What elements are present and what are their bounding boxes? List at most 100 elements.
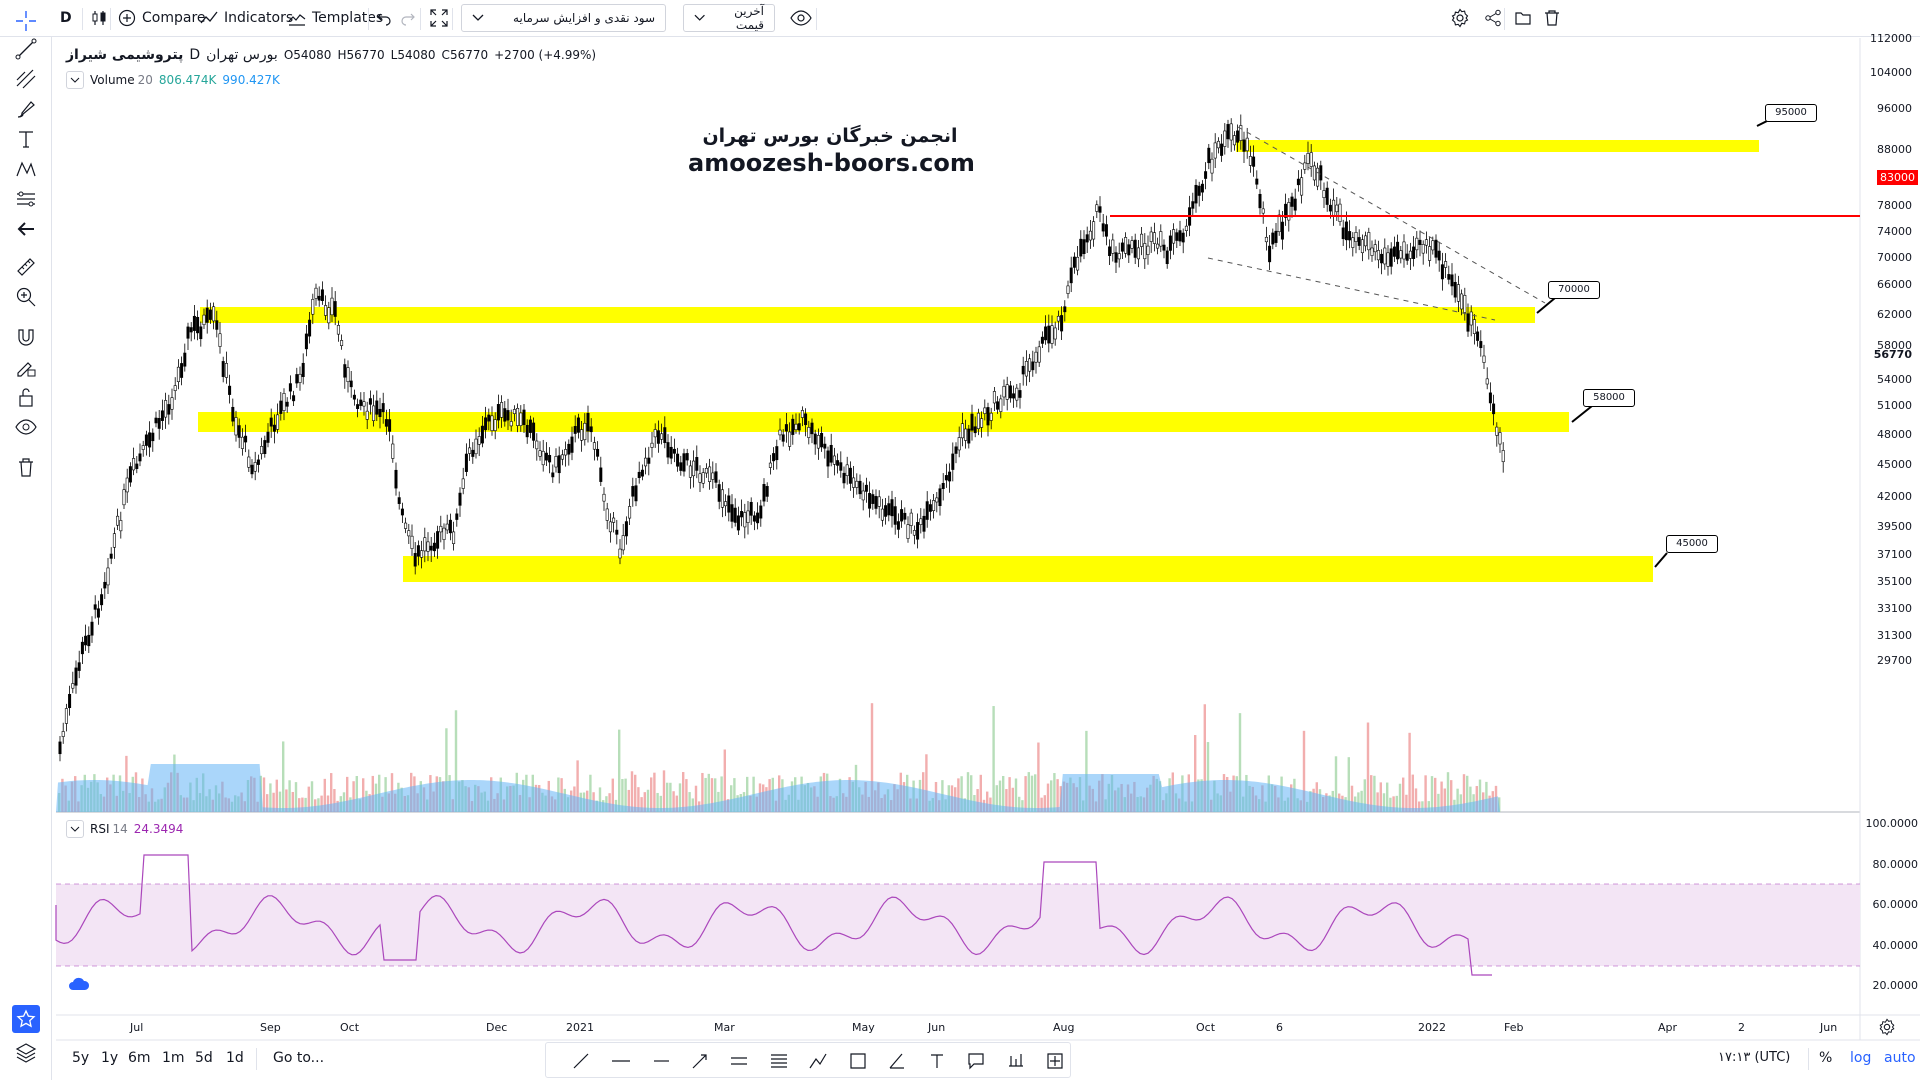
pattern-tool[interactable]: [14, 157, 38, 181]
auto-toggle[interactable]: auto: [1884, 1050, 1916, 1066]
rsi-axis[interactable]: 100.0000 80.0000 60.0000 40.0000 20.0000: [1860, 812, 1920, 1012]
cloud-badge[interactable]: [66, 973, 92, 995]
lock-drawings-tool[interactable]: [14, 355, 38, 379]
candle-body: [1181, 232, 1185, 243]
settings-button[interactable]: [1446, 4, 1474, 32]
volume-bar: [1056, 779, 1059, 812]
low-label: L: [390, 48, 398, 62]
arrow-icon: [692, 1054, 707, 1069]
zoom-tool[interactable]: [14, 285, 38, 309]
candle-body: [144, 434, 148, 446]
chart-type-button[interactable]: [86, 4, 112, 32]
fullscreen-button[interactable]: [426, 4, 452, 32]
candle-body: [1044, 326, 1048, 341]
candle-body: [247, 456, 251, 468]
collapse-rsi-button[interactable]: [66, 820, 84, 838]
lower-trendline[interactable]: [1207, 257, 1496, 321]
visibility-button[interactable]: [786, 4, 816, 32]
arrow-tool[interactable]: [685, 1046, 715, 1076]
chart-settings-button[interactable]: [1878, 1018, 1896, 1040]
path-tool[interactable]: [803, 1046, 833, 1076]
volume-bar: [624, 778, 627, 812]
callout-45000[interactable]: 45000: [1666, 535, 1718, 553]
candle-body: [311, 299, 315, 315]
callout-58000[interactable]: 58000: [1583, 389, 1635, 407]
candle-body: [800, 410, 804, 418]
angle-tool[interactable]: [882, 1046, 912, 1076]
volume-bar: [707, 773, 710, 812]
candle-body: [381, 403, 385, 413]
horizontal-line-tool[interactable]: [606, 1046, 636, 1076]
prediction-tool[interactable]: [14, 187, 38, 211]
favorites-tool[interactable]: [12, 1005, 40, 1033]
percent-toggle[interactable]: %: [1819, 1050, 1833, 1066]
candle-body: [1482, 355, 1486, 363]
brush-tool[interactable]: [14, 97, 38, 121]
fib-tool[interactable]: [764, 1046, 794, 1076]
indicators-button[interactable]: Indicators: [196, 4, 297, 32]
callout-95000[interactable]: 95000: [1765, 104, 1817, 122]
candle-body: [368, 398, 372, 405]
range-1y[interactable]: 1y: [101, 1050, 119, 1066]
text-tool[interactable]: [14, 127, 38, 151]
candle-body: [487, 414, 491, 422]
undo-button[interactable]: [372, 4, 396, 32]
price-source-select[interactable]: آخرین قیمت: [683, 4, 775, 32]
zone-rect[interactable]: [198, 412, 1569, 432]
strategy-select[interactable]: سود نقدی و افزایش سرمایه: [461, 4, 666, 32]
callout-tool[interactable]: [961, 1046, 991, 1076]
magnet-tool[interactable]: [14, 325, 38, 349]
candle-body: [1415, 237, 1419, 251]
symbol-name[interactable]: پتروشیمی شیراز: [66, 47, 184, 63]
log-toggle[interactable]: log: [1850, 1050, 1872, 1066]
trendline-tool[interactable]: [14, 37, 38, 61]
templates-button[interactable]: Templates: [284, 4, 387, 32]
unlock-tool[interactable]: [14, 385, 38, 409]
price-axis[interactable]: 112000 104000 96000 88000 83000 78000 74000 700…: [1860, 32, 1920, 1013]
redo-button[interactable]: [396, 4, 420, 32]
trendline-tool[interactable]: [566, 1046, 596, 1076]
volume-bar: [733, 778, 736, 812]
collapse-volume-button[interactable]: [66, 71, 84, 89]
horizontal-ray-tool[interactable]: [645, 1046, 675, 1076]
zone-rect[interactable]: [403, 556, 1653, 582]
crosshair-box-tool[interactable]: [1040, 1046, 1070, 1076]
rsi-value: 24.3494: [133, 822, 184, 836]
pitchfork-tool[interactable]: [14, 67, 38, 91]
clock-label[interactable]: ۱۷:۱۳ (UTC): [1718, 1050, 1791, 1065]
range-6m[interactable]: 6m: [128, 1050, 151, 1066]
crosshair-tool[interactable]: [14, 9, 38, 33]
time-axis[interactable]: Jul Sep Oct Dec 2021 Mar May Jun Aug Oct 6 2022 Feb A…: [56, 1015, 1860, 1040]
candle-body: [1245, 137, 1249, 152]
ruler-tool[interactable]: [14, 255, 38, 279]
range-1d[interactable]: 1d: [226, 1050, 244, 1066]
back-arrow-tool[interactable]: [14, 217, 38, 241]
volume-bar: [630, 771, 634, 812]
parallel-channel-tool[interactable]: [724, 1046, 754, 1076]
remove-button[interactable]: [1540, 4, 1564, 32]
callout-70000[interactable]: 70000: [1548, 281, 1600, 299]
snapshot-button[interactable]: [1510, 4, 1536, 32]
zone-rect[interactable]: [1236, 140, 1759, 152]
prediction-icon: [17, 191, 35, 207]
interval-button[interactable]: D: [60, 10, 72, 26]
share-button[interactable]: [1480, 4, 1506, 32]
range-1m[interactable]: 1m: [162, 1050, 185, 1066]
upper-trendline[interactable]: [1237, 126, 1546, 304]
compare-button[interactable]: Compare: [114, 4, 210, 32]
volume-bar: [666, 782, 669, 812]
candle-body: [864, 484, 868, 492]
text-tool[interactable]: [922, 1046, 952, 1076]
range-5d[interactable]: 5d: [195, 1050, 213, 1066]
object-tree-tool[interactable]: [14, 1041, 38, 1065]
zone-rect[interactable]: [200, 307, 1535, 323]
ruler-tool[interactable]: [1001, 1046, 1031, 1076]
candle-body: [1111, 239, 1115, 254]
remove-drawings-tool[interactable]: [14, 455, 38, 479]
hide-drawings-tool[interactable]: [14, 415, 38, 439]
rectangle-tool[interactable]: [843, 1046, 873, 1076]
goto-button[interactable]: Go to...: [273, 1050, 325, 1066]
range-5y[interactable]: 5y: [72, 1050, 90, 1066]
price-axis-label: 83000: [1877, 170, 1918, 185]
